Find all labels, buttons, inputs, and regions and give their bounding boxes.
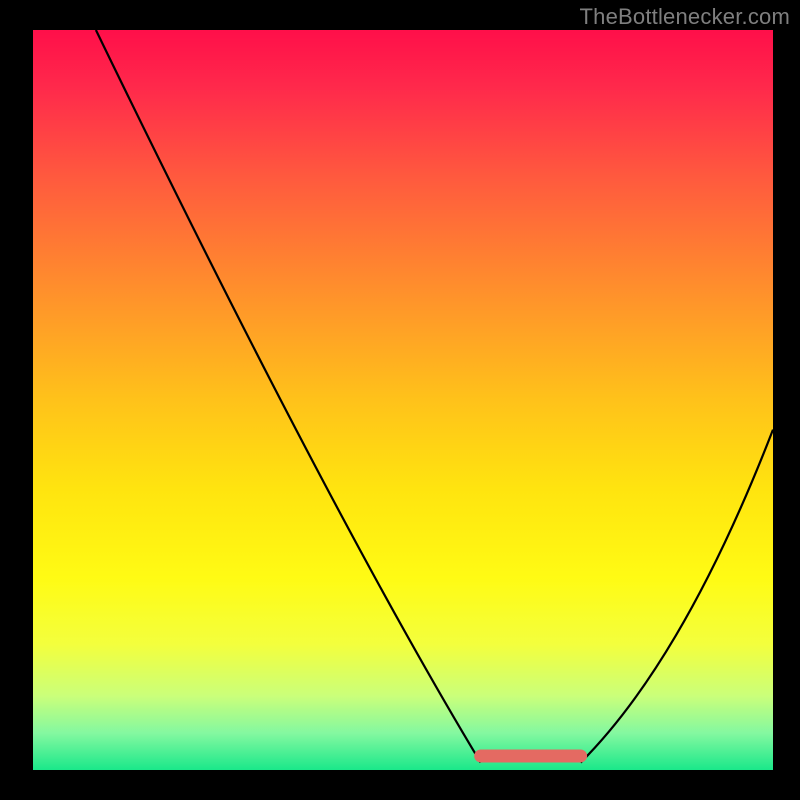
bottleneck-plot bbox=[0, 0, 800, 800]
watermark-text: TheBottlenecker.com bbox=[580, 4, 790, 30]
chart-frame: TheBottlenecker.com bbox=[0, 0, 800, 800]
